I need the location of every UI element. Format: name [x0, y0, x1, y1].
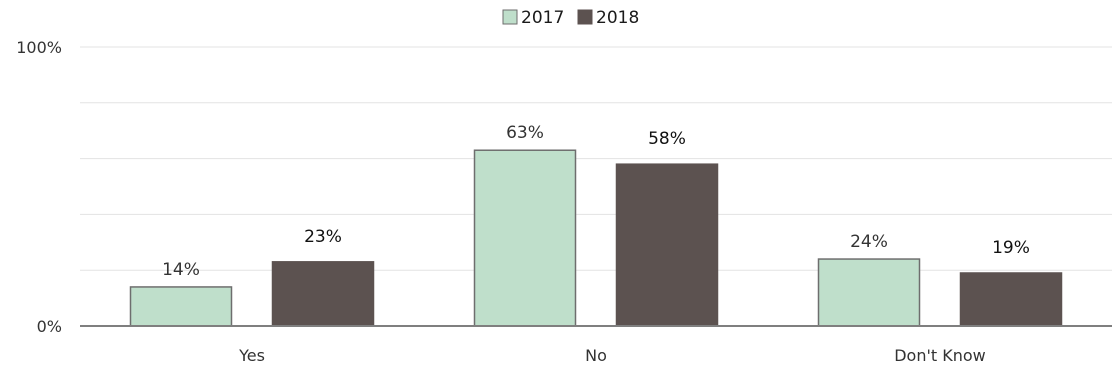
bar-2017-no	[473, 149, 577, 327]
legend-swatch-2017	[502, 9, 518, 25]
legend-label-2018: 2018	[596, 8, 639, 28]
data-labels: 14% 23% 63% 58% 24% 19%	[162, 123, 1030, 280]
category-label: Yes	[238, 346, 265, 365]
bar-2018-no	[615, 163, 719, 327]
y-axis-ticks: 0% 100%	[16, 38, 62, 336]
data-label: 24%	[850, 232, 888, 252]
bar-2017-yes	[129, 286, 233, 327]
gridlines	[80, 46, 1112, 271]
bars	[129, 149, 1063, 327]
legend-swatch-2018	[577, 9, 593, 25]
data-label: 58%	[648, 129, 686, 149]
data-label: 19%	[992, 238, 1030, 258]
bar-2018-yes	[271, 261, 375, 327]
legend: 2017 2018	[502, 8, 639, 28]
legend-label-2017: 2017	[521, 8, 564, 28]
data-label: 14%	[162, 260, 200, 280]
data-label: 63%	[506, 123, 544, 143]
category-label: No	[585, 346, 607, 365]
y-tick-label: 0%	[37, 317, 62, 336]
data-label: 23%	[304, 227, 342, 247]
bar-2018-don-t-know	[959, 272, 1063, 327]
x-axis-categories: Yes No Don't Know	[238, 346, 986, 365]
y-tick-label: 100%	[16, 38, 62, 57]
bar-2017-don-t-know	[817, 258, 921, 327]
category-label: Don't Know	[894, 346, 986, 365]
